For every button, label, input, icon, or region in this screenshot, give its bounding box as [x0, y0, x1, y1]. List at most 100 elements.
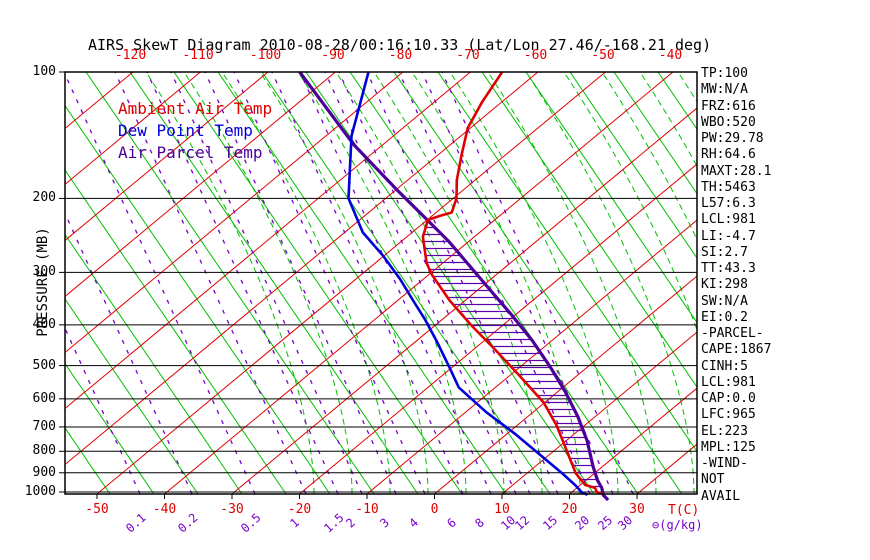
- pressure-tick-label: 800: [32, 443, 56, 459]
- isotherm-line: [569, 387, 697, 494]
- pressure-tick-label: 200: [32, 190, 56, 206]
- isotherm-line: [65, 72, 201, 186]
- sounding-index-frz: FRZ:616: [701, 98, 756, 114]
- bottom-temp-tick-label: -10: [355, 502, 379, 517]
- moist-adiabat-line: [221, 72, 391, 494]
- isotherm-line: [434, 275, 697, 494]
- isotherm-line: [501, 331, 697, 494]
- mixing-ratio-line: [233, 72, 426, 494]
- dry-adiabat-line: [65, 169, 287, 494]
- sounding-index-avail: AVAIL: [701, 488, 741, 504]
- pressure-tick-label: 300: [32, 264, 56, 280]
- temperature-unit-label: T(C): [668, 503, 700, 518]
- bottom-temp-tick-label: 10: [494, 502, 510, 517]
- sounding-index-sw: SW:N/A: [701, 293, 748, 309]
- sounding-index-pw: PW:29.78: [701, 131, 764, 146]
- chart-title: AIRS SkewT Diagram 2010-08-28/00:16:10.3…: [88, 36, 712, 54]
- cape-hatch-area: [422, 219, 609, 500]
- top-temp-tick-label: -50: [591, 48, 615, 63]
- bottom-temp-tick-label: -20: [287, 502, 312, 517]
- dry-adiabat-line: [261, 72, 551, 494]
- sounding-index-cap: CAP:0.0: [701, 391, 756, 406]
- bottom-temp-tick-label: -30: [220, 502, 244, 517]
- moist-adiabat-line: [411, 72, 581, 494]
- mixing-ratio-line: [204, 72, 397, 494]
- sounding-index-l57: L57:6.3: [701, 196, 756, 211]
- moist-adiabat-line: [563, 72, 697, 332]
- dry-adiabat-line: [437, 72, 697, 453]
- dry-adiabat-line: [85, 72, 375, 494]
- mixing-ratio-line: [114, 72, 307, 494]
- pressure-tick-label: 700: [32, 418, 56, 434]
- isotherm-line: [65, 72, 404, 354]
- sounding-index-mw: MW:N/A: [701, 82, 748, 98]
- sounding-index-th: TH:5463: [701, 179, 756, 195]
- isotherm-line: [65, 72, 471, 410]
- plot-frame: [64, 71, 698, 495]
- dry-adiabat-line: [65, 298, 199, 494]
- dry-adiabat-line: [481, 72, 697, 388]
- bottom-temp-tick-label: -40: [152, 502, 177, 517]
- dry-adiabat-line: [657, 72, 697, 131]
- moist-adiabat-line: [792, 72, 870, 494]
- sounding-index-tp: TP:100: [701, 66, 748, 81]
- sounding-index-tt: TT:43.3: [701, 261, 756, 276]
- air-parcel-temp-curve: [298, 71, 610, 502]
- legend-item-ambient: Ambient Air Temp: [118, 99, 273, 118]
- top-temp-tick-label: -80: [388, 48, 413, 63]
- isotherm-line: [96, 72, 606, 494]
- top-temp-tick-label: -120: [114, 48, 147, 63]
- sounding-index-lfc: LFC:965: [701, 407, 756, 423]
- top-temp-tick-label: -90: [321, 48, 345, 63]
- mixing-ratio-line: [324, 72, 517, 494]
- pressure-axis-title: PRESSURE (MB): [35, 227, 51, 337]
- moist-adiabat-line: [830, 72, 870, 494]
- dry-adiabat-line: [525, 72, 697, 324]
- bottom-temp-tick-label: 30: [629, 502, 645, 517]
- bottom-temp-tick-label: 20: [561, 502, 578, 517]
- moist-adiabat-line: [449, 72, 619, 494]
- moist-adiabat-line: [525, 72, 695, 494]
- moist-adiabat-line: [335, 72, 505, 494]
- dew-point-temp-curve: [347, 71, 588, 496]
- moist-adiabat-line: [487, 72, 657, 494]
- sounding-index-parcel: -PARCEL-: [701, 326, 764, 341]
- grid-lines: [65, 72, 870, 494]
- isotherm-line: [164, 72, 674, 494]
- legend-item-parcel: Air Parcel Temp: [118, 143, 263, 162]
- sounding-index-lcl: LCL:981: [701, 374, 756, 390]
- moist-adiabat-line: [373, 72, 543, 494]
- sounding-index-ei: EI:0.2: [701, 309, 748, 325]
- sounding-index-ki: KI:298: [701, 277, 748, 293]
- pressure-tick-label: 500: [32, 357, 56, 373]
- ambient-air-temp-curve: [421, 71, 603, 496]
- mixing-ratio-line: [65, 72, 256, 494]
- pressure-tick-label: 600: [32, 390, 56, 406]
- sounding-index-el: EL:223: [701, 423, 748, 439]
- dry-adiabat-line: [65, 362, 155, 494]
- pressure-tick-label: 100: [32, 64, 56, 79]
- mixing-ratio-unit-label: ⊖(g/kg): [652, 518, 703, 532]
- dry-adiabat-line: [613, 72, 697, 195]
- moist-adiabat-line: [259, 72, 429, 494]
- dry-adiabat-line: [569, 72, 697, 259]
- dry-adiabat-line: [65, 104, 331, 494]
- top-temp-tick-label: -100: [249, 48, 282, 63]
- isotherm-line: [366, 219, 697, 494]
- mixing-ratio-line: [441, 72, 634, 494]
- dry-adiabat-line: [173, 72, 463, 494]
- legend-item-dew: Dew Point Temp: [118, 121, 253, 140]
- mixing-ratio-line: [146, 72, 339, 494]
- sounding-index-lcl: LCL:981: [701, 212, 756, 228]
- top-temp-tick-label: -70: [456, 48, 480, 63]
- moist-adiabat-line: [183, 72, 353, 494]
- mixing-ratio-line: [65, 211, 193, 494]
- sounding-index-cape: CAPE:1867: [701, 342, 772, 358]
- sounding-index-mpl: MPL:125: [701, 439, 756, 455]
- moist-adiabat-line: [639, 72, 697, 168]
- isotherm-line: [299, 163, 697, 494]
- mixing-ratio-line: [271, 72, 464, 494]
- top-temp-tick-label: -60: [523, 48, 548, 63]
